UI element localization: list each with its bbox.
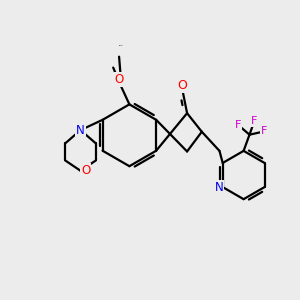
Text: F: F <box>251 116 257 126</box>
Text: N: N <box>215 181 224 194</box>
Text: O: O <box>81 164 91 177</box>
Text: N: N <box>76 124 85 136</box>
Text: O: O <box>115 74 124 86</box>
Text: methyl: methyl <box>119 45 124 46</box>
Text: F: F <box>261 126 267 136</box>
Text: O: O <box>178 79 188 92</box>
Text: F: F <box>235 120 242 130</box>
